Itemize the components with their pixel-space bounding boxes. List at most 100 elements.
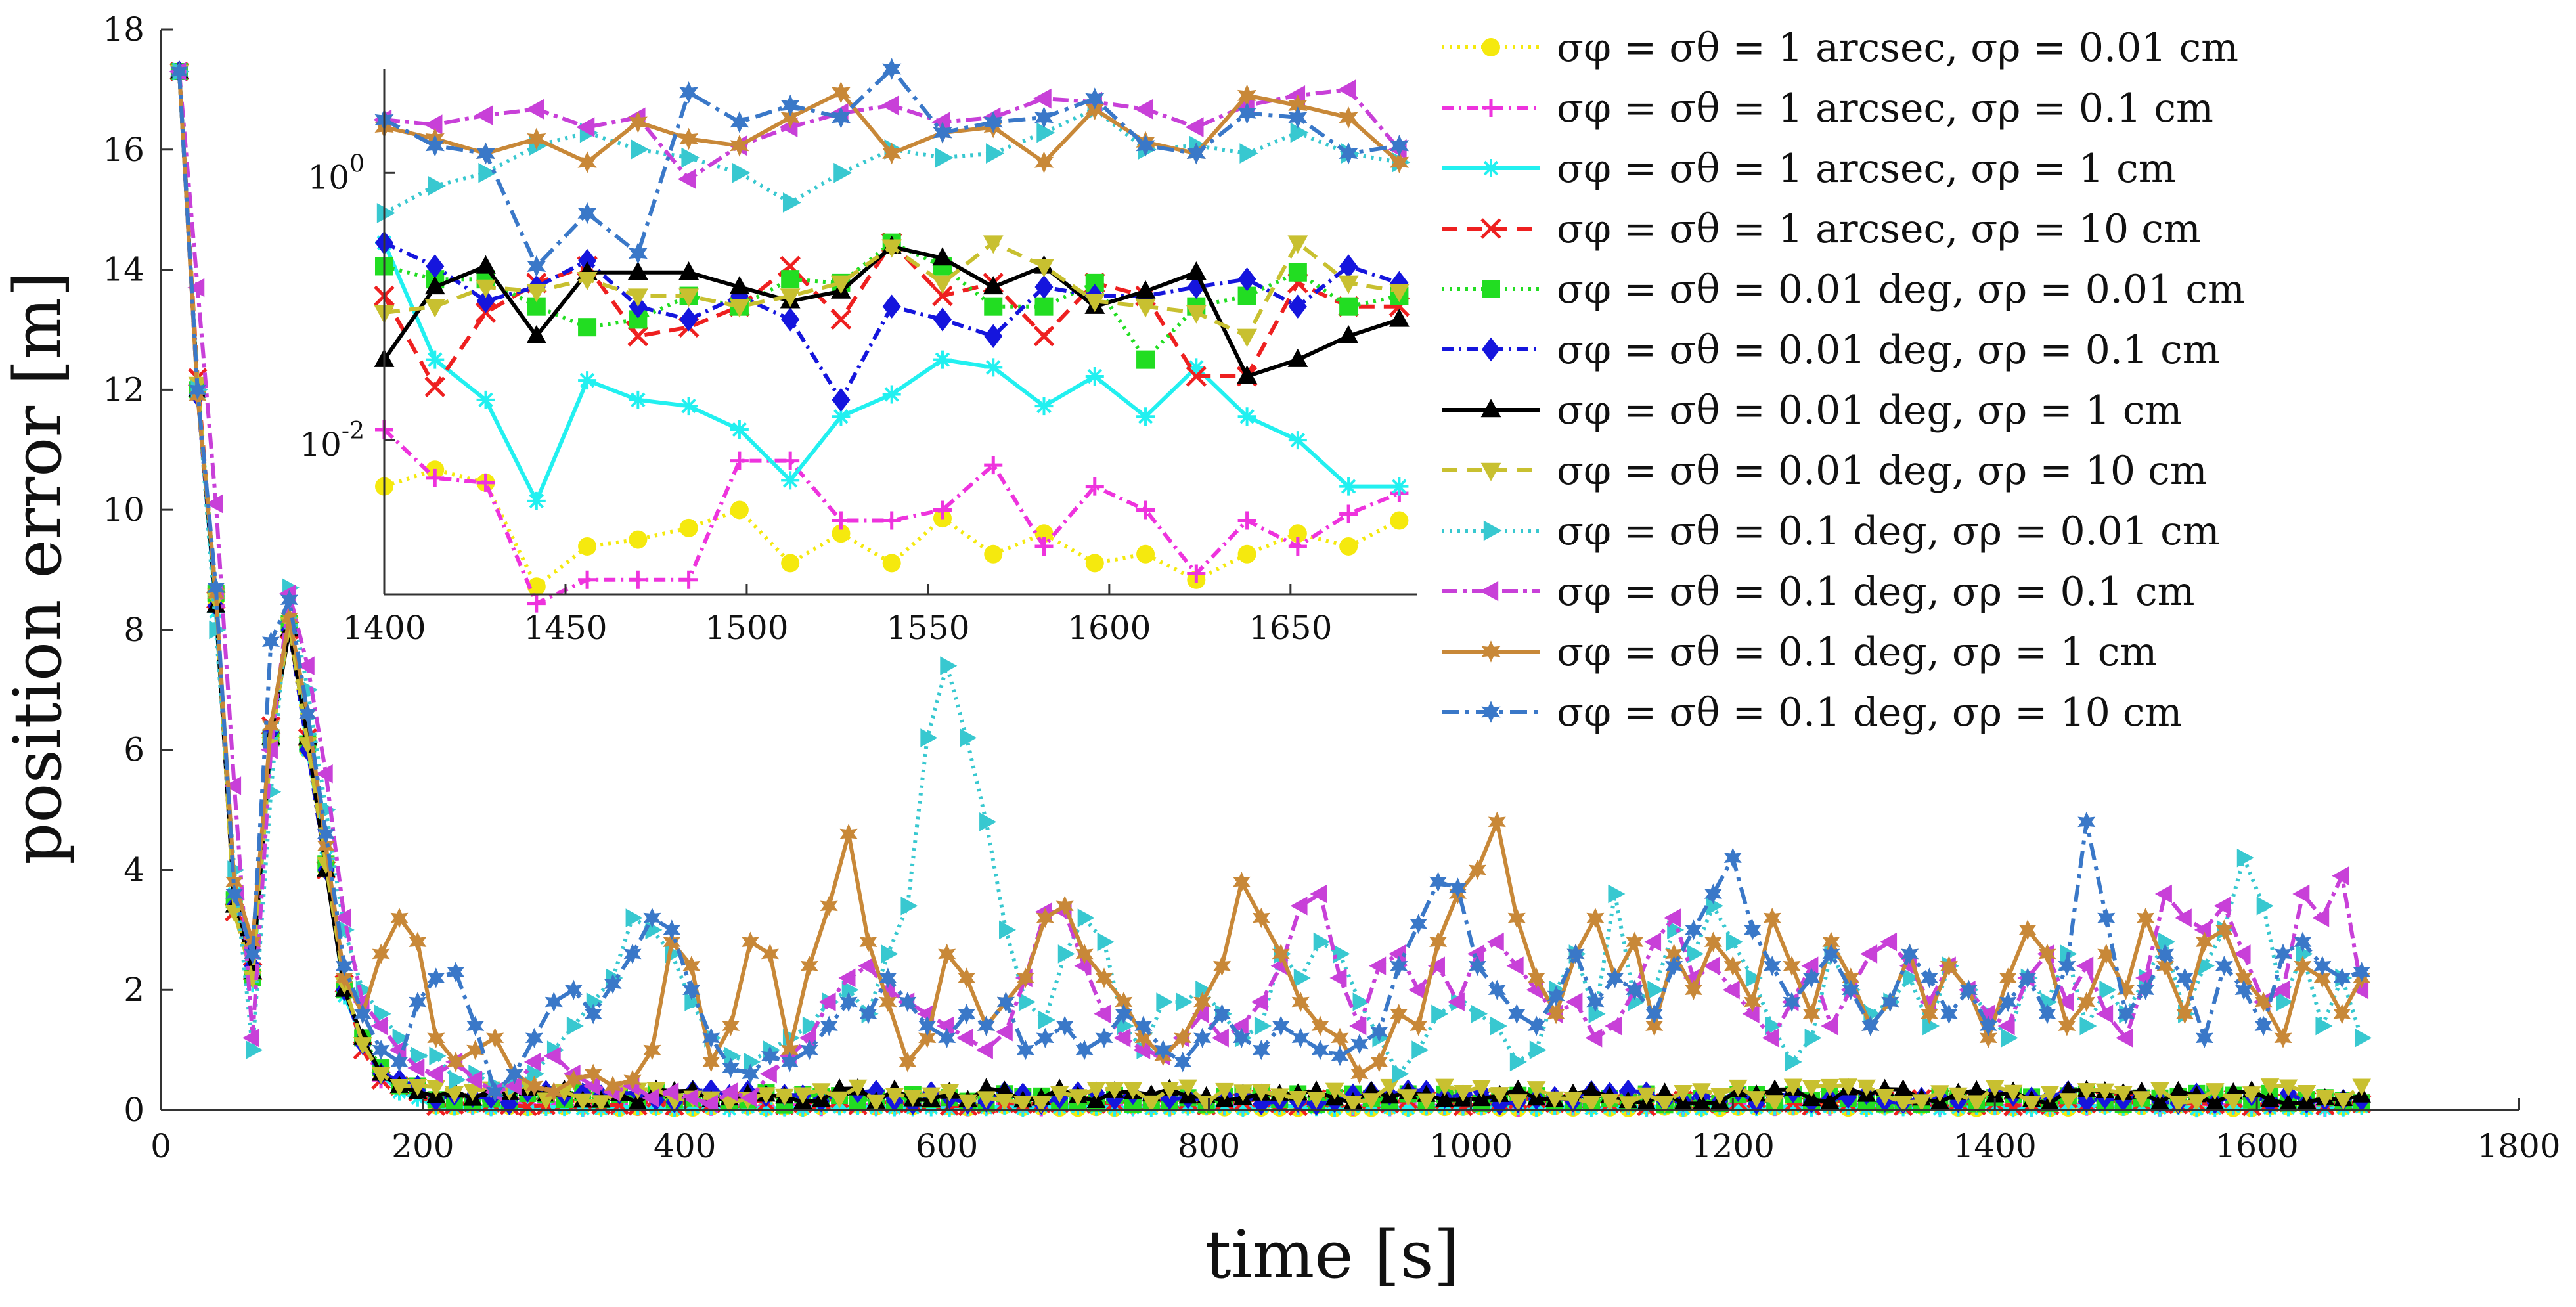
data-point [1491, 1093, 1509, 1116]
inset-data-point [832, 388, 851, 412]
legend-label: σφ = σθ = 1 arcsec, σρ = 0.01 cm [1557, 25, 2238, 71]
inset-data-point [933, 307, 952, 332]
data-point [2296, 944, 2313, 964]
legend-marker [1482, 38, 1500, 56]
data-point [1802, 967, 1821, 988]
series-12 [170, 61, 2371, 1103]
inset-data-point [932, 285, 953, 307]
data-point [2274, 1027, 2292, 1048]
data-point [661, 1082, 679, 1101]
data-point [1055, 895, 1074, 916]
data-point [2175, 1004, 2194, 1025]
data-point [1547, 985, 1565, 1006]
data-point [429, 1046, 447, 1066]
data-point [2313, 967, 2332, 988]
data-point [663, 919, 681, 941]
data-point [1692, 1093, 1711, 1111]
inset-data-point [428, 175, 447, 196]
inset-data-point [679, 127, 699, 150]
data-point [1997, 1016, 2015, 1036]
data-point [1743, 919, 1762, 941]
data-point [246, 1040, 263, 1059]
data-point [1016, 1040, 1034, 1061]
inset-data-point [1390, 477, 1409, 496]
data-point [1232, 1027, 1251, 1048]
data-point [940, 1084, 959, 1102]
inset-data-point [781, 554, 800, 573]
data-point [447, 1052, 465, 1073]
data-point [1411, 1040, 1429, 1059]
data-point [1802, 1004, 1821, 1025]
data-point [900, 896, 918, 916]
data-point [1507, 908, 1526, 929]
data-point [1031, 1096, 1051, 1113]
data-point [1160, 1082, 1180, 1099]
inset-data-point [629, 530, 648, 549]
data-point [1566, 943, 1585, 964]
legend-label: σφ = σθ = 0.01 deg, σρ = 0.01 cm [1557, 267, 2245, 313]
data-point [1252, 1040, 1270, 1061]
inset-data-point [679, 81, 699, 104]
inset-x-tick-label: 1600 [1067, 609, 1151, 647]
data-point [1329, 968, 1347, 988]
data-point [2169, 1096, 2188, 1113]
data-point [445, 1086, 464, 1103]
data-point [370, 1016, 388, 1036]
data-point [224, 776, 242, 795]
inset-data-point [831, 81, 851, 104]
legend-entry: σφ = σθ = 1 arcsec, σρ = 10 cm [1442, 206, 2201, 252]
data-point [1252, 908, 1270, 929]
data-point [447, 962, 465, 983]
data-point [1343, 1096, 1363, 1113]
data-point [1178, 1079, 1197, 1097]
x-tick-label: 0 [150, 1127, 171, 1165]
data-point [663, 931, 681, 952]
data-point [1352, 992, 1370, 1011]
data-point [1880, 932, 1898, 952]
data-point [1154, 1040, 1172, 1061]
inset-data-point [1288, 537, 1307, 556]
inset-data-point [933, 350, 952, 369]
data-point [1822, 931, 1840, 952]
inset-data-point [1339, 477, 1358, 496]
data-point [2254, 991, 2273, 1013]
inset-data-point [1389, 135, 1409, 157]
data-point [1765, 1095, 1785, 1113]
legend-entry: σφ = σθ = 0.01 deg, σρ = 1 cm [1442, 388, 2182, 433]
inset-data-point [781, 307, 800, 332]
data-point [1783, 1078, 1803, 1096]
inset-data-point [425, 135, 445, 157]
inset-data-point [1136, 544, 1155, 564]
inset-data-point [679, 307, 698, 332]
data-point [591, 1095, 611, 1113]
data-point [2315, 1090, 2335, 1107]
data-point [1619, 1079, 1637, 1102]
data-point [1762, 1029, 1779, 1048]
data-point [2158, 932, 2176, 952]
data-point [1637, 1087, 1656, 1105]
inset-data-point [424, 376, 446, 397]
data-point [2001, 1029, 2018, 1048]
data-point [1922, 1016, 1940, 1036]
data-point [334, 908, 351, 927]
inset-data-point [831, 275, 851, 294]
data-point [1105, 1082, 1124, 1099]
data-point [742, 1063, 759, 1084]
inset-data-point [1135, 299, 1156, 318]
data-point [2351, 980, 2369, 1000]
data-point [1618, 1096, 1638, 1114]
data-point [1369, 956, 1387, 975]
data-point [1191, 1004, 1209, 1024]
inset-data-point [1033, 88, 1052, 109]
inset-data-point [1136, 135, 1155, 157]
data-point [1390, 1004, 1408, 1025]
data-point [1095, 967, 1113, 988]
inset-data-point [732, 162, 751, 183]
data-point [170, 61, 189, 82]
data-point [2242, 1086, 2261, 1104]
data-point [1765, 1016, 1783, 1036]
data-point [1350, 1063, 1369, 1084]
data-point [1349, 1016, 1367, 1036]
inset-data-point [781, 451, 800, 470]
